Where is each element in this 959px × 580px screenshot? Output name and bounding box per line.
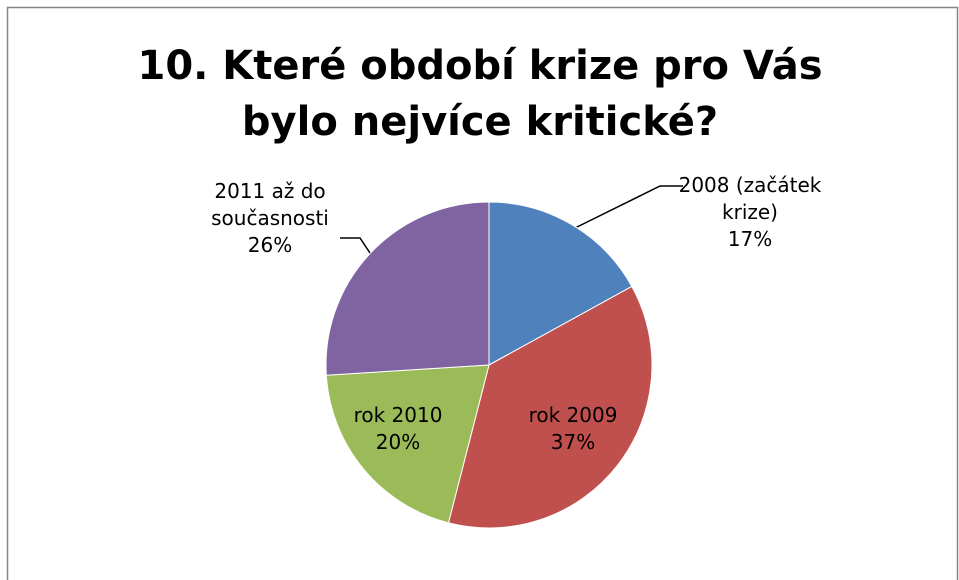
leader-line [340,237,373,257]
data-label: 2008 (začátek krize) 17% [660,172,840,253]
label-text: 17% [727,227,773,251]
data-label: rok 2009 37% [503,402,643,456]
label-text: 2011 až do současnosti [211,179,329,230]
leader-line [574,185,683,229]
pie-slice [325,364,490,524]
pie-slice [447,285,653,529]
label-text: rok 2009 [528,403,618,427]
label-text: 37% [550,430,596,454]
data-label: 2011 až do současnosti 26% [185,178,355,259]
pie-slice [488,201,633,366]
label-text: 2008 (začátek krize) [678,173,822,224]
chart-title: 10. Které období krize pro Vás bylo nejv… [137,43,823,145]
label-text: 20% [375,430,421,454]
label-text: 26% [247,233,293,257]
data-label: rok 2010 20% [328,402,468,456]
label-text: rok 2010 [353,403,443,427]
pie-slice [325,201,490,376]
